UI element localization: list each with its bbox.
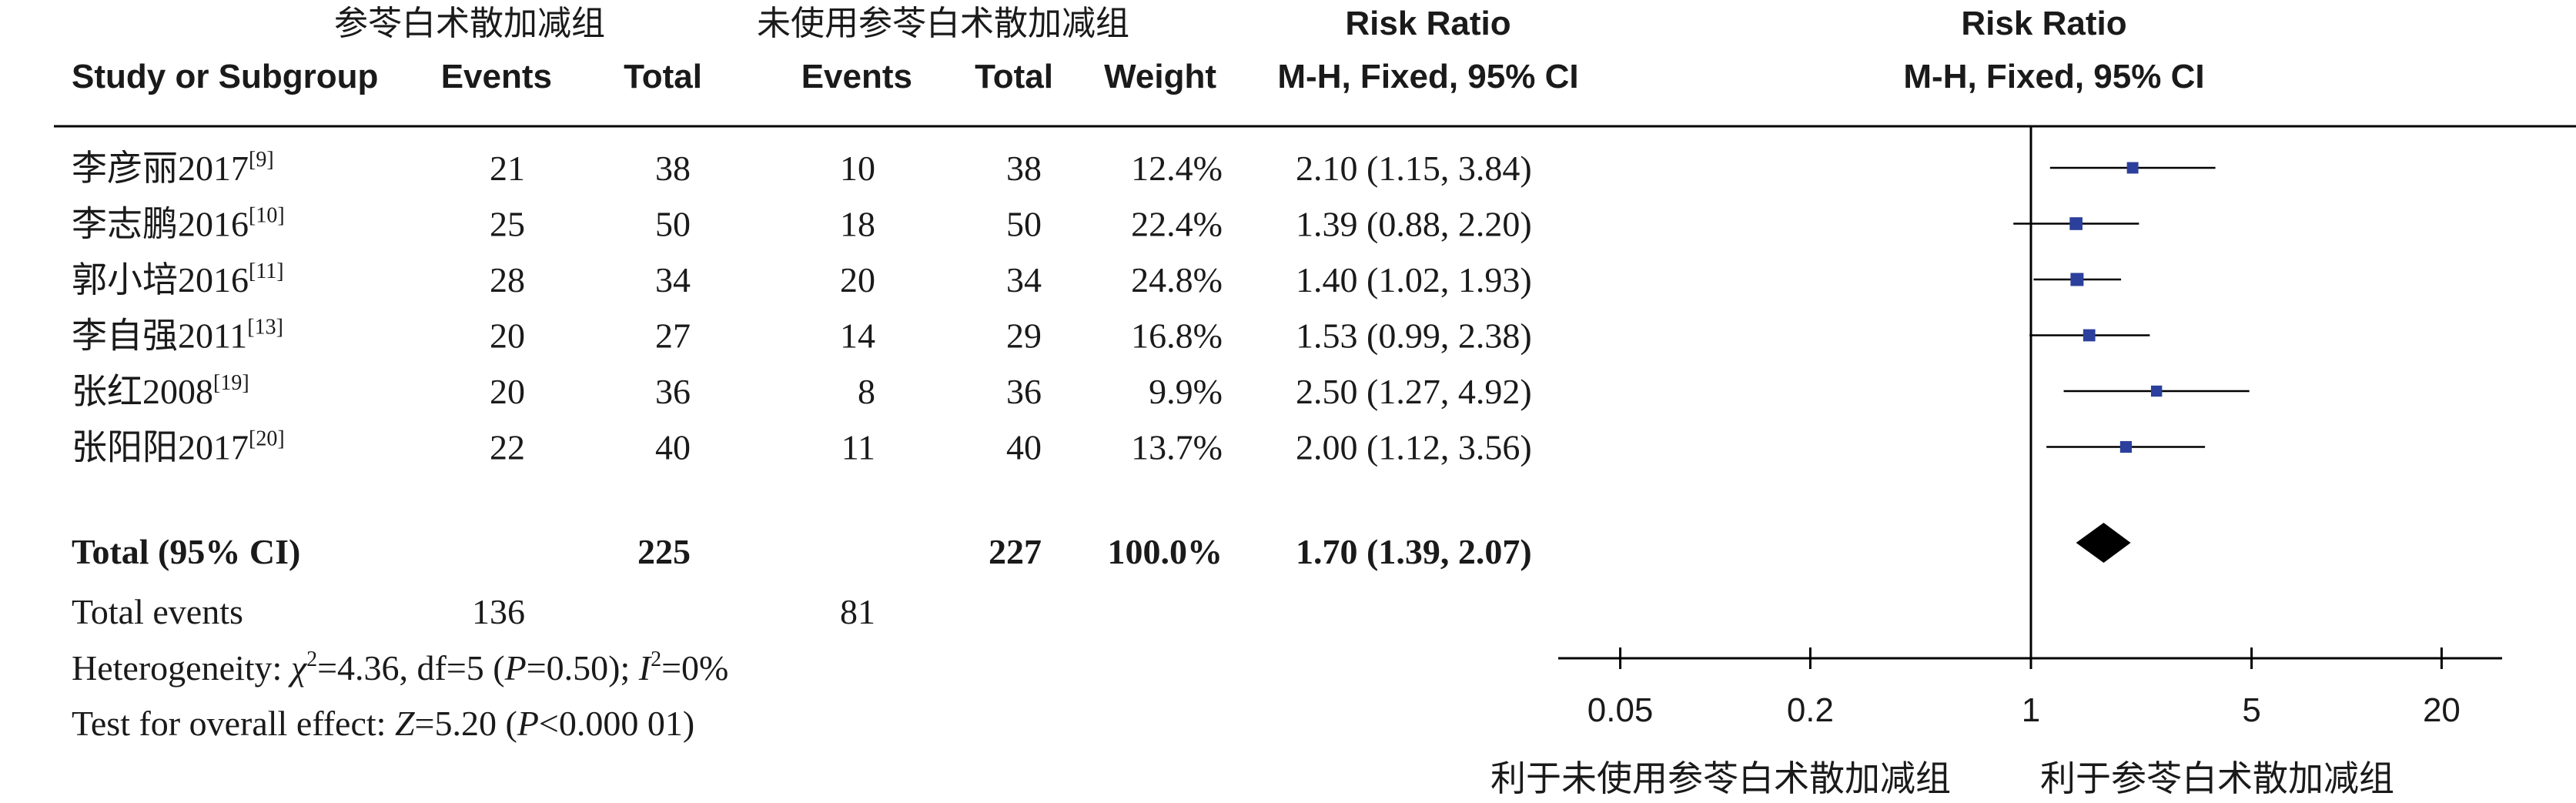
- effect-square: [2119, 440, 2133, 453]
- pooled-diamond: [2076, 523, 2131, 563]
- plot-method-header: M-H, Fixed, 95% CI: [1903, 58, 2204, 95]
- study-column-header: Study or Subgroup: [72, 58, 378, 95]
- events-exp-value: 20: [490, 316, 525, 356]
- total-ctl-value: 29: [1006, 316, 1042, 356]
- effect-square: [2070, 273, 2084, 286]
- weight-value: 16.8%: [1131, 316, 1223, 356]
- group-exp-header: 参苓白术散加减组: [334, 5, 605, 42]
- total-ctl-value: 36: [1006, 372, 1042, 411]
- x-tick-label: 0.05: [1587, 691, 1654, 729]
- study-rows: 李彦丽2017[9] 21 38 10 38 12.4% 2.10 (1.15, 3.84)…: [72, 148, 1532, 467]
- total-ctl-value: 50: [1006, 205, 1042, 244]
- forest-marks: [2013, 162, 2250, 563]
- group-ctl-header: 未使用参苓白术散加减组: [757, 5, 1129, 42]
- events-ctl-value: 10: [840, 149, 875, 188]
- total-label: Total (95% CI): [72, 532, 300, 571]
- weight-header: Weight: [1104, 58, 1216, 95]
- events-ctl-value: 11: [841, 428, 875, 467]
- total-exp-value: 34: [655, 260, 691, 299]
- total-ctl-value: 40: [1006, 428, 1042, 467]
- effect-square: [2150, 385, 2163, 397]
- x-axis-ticks: 0.05 0.2 1 5 20: [1587, 647, 2461, 729]
- total-exp-value: 40: [655, 428, 691, 467]
- rr-ci-value: 1.39 (0.88, 2.20): [1296, 205, 1532, 244]
- total-events-exp: 136: [472, 592, 525, 631]
- total-exp-value: 27: [655, 316, 691, 356]
- effect-square: [2126, 162, 2139, 174]
- overall-effect-stat: Test for overall effect: Z=5.20 (P<0.000…: [72, 704, 694, 743]
- x-tick-label: 5: [2242, 691, 2260, 729]
- total-ctl-value: 227: [989, 532, 1042, 571]
- favours-control-label: 利于未使用参苓白术散加减组: [1490, 758, 1951, 798]
- events-ctl-value: 8: [858, 372, 875, 411]
- events-ctl-header: Events: [801, 58, 912, 95]
- total-ctl-value: 34: [1006, 260, 1042, 299]
- total-exp-value: 225: [637, 532, 691, 571]
- events-exp-value: 28: [490, 260, 525, 299]
- effect-square: [2069, 217, 2083, 230]
- events-ctl-value: 14: [840, 316, 875, 356]
- total-ctl-header: Total: [975, 58, 1053, 95]
- total-exp-value: 38: [655, 149, 691, 188]
- weight-value: 12.4%: [1131, 149, 1223, 188]
- weight-value: 24.8%: [1131, 260, 1223, 299]
- rr-ci-value: 2.50 (1.27, 4.92): [1296, 372, 1532, 411]
- rr-method-header: M-H, Fixed, 95% CI: [1277, 58, 1578, 95]
- heterogeneity-stat: Heterogeneity: χ2=4.36, df=5 (P=0.50); I…: [72, 647, 728, 688]
- total-events-ctl: 81: [840, 592, 875, 631]
- total-exp-value: 36: [655, 372, 691, 411]
- weight-value: 9.9%: [1149, 372, 1223, 411]
- study-name: 李志鹏2016[10]: [72, 204, 285, 244]
- rr-ci-value: 1.53 (0.99, 2.38): [1296, 316, 1532, 356]
- rr-ci-value: 2.10 (1.15, 3.84): [1296, 149, 1532, 188]
- events-exp-header: Events: [441, 58, 552, 95]
- plot-title: Risk Ratio: [1961, 5, 2126, 42]
- effect-square: [2083, 329, 2096, 342]
- x-tick-label: 1: [2022, 691, 2040, 729]
- events-ctl-value: 20: [840, 260, 875, 299]
- total-ctl-value: 38: [1006, 149, 1042, 188]
- favours-experimental-label: 利于参苓白术散加减组: [2040, 758, 2394, 798]
- total-exp-header: Total: [624, 58, 702, 95]
- x-tick-label: 20: [2423, 691, 2461, 729]
- events-exp-value: 20: [490, 372, 525, 411]
- forest-plot-area: 0.05 0.2 1 5 20: [1558, 126, 2502, 729]
- x-tick-label: 0.2: [1787, 691, 1834, 729]
- events-exp-value: 21: [490, 149, 525, 188]
- weight-value: 22.4%: [1131, 205, 1223, 244]
- rr-column-title: Risk Ratio: [1345, 5, 1510, 42]
- total-events-label: Total events: [72, 592, 243, 631]
- rr-ci-value: 2.00 (1.12, 3.56): [1296, 428, 1532, 467]
- total-rr-value: 1.70 (1.39, 2.07): [1296, 532, 1532, 571]
- rr-ci-value: 1.40 (1.02, 1.93): [1296, 260, 1532, 299]
- weight-value: 13.7%: [1131, 428, 1223, 467]
- study-name: 张阳阳2017[20]: [72, 427, 285, 467]
- study-name: 李彦丽2017[9]: [72, 148, 274, 188]
- events-exp-value: 22: [490, 428, 525, 467]
- events-ctl-value: 18: [840, 205, 875, 244]
- study-name: 张红2008[19]: [72, 371, 249, 411]
- study-name: 李自强2011[13]: [72, 316, 283, 356]
- events-exp-value: 25: [490, 205, 525, 244]
- total-weight-value: 100.0%: [1108, 532, 1223, 571]
- total-exp-value: 50: [655, 205, 691, 244]
- study-name: 郭小培2016[11]: [72, 259, 284, 299]
